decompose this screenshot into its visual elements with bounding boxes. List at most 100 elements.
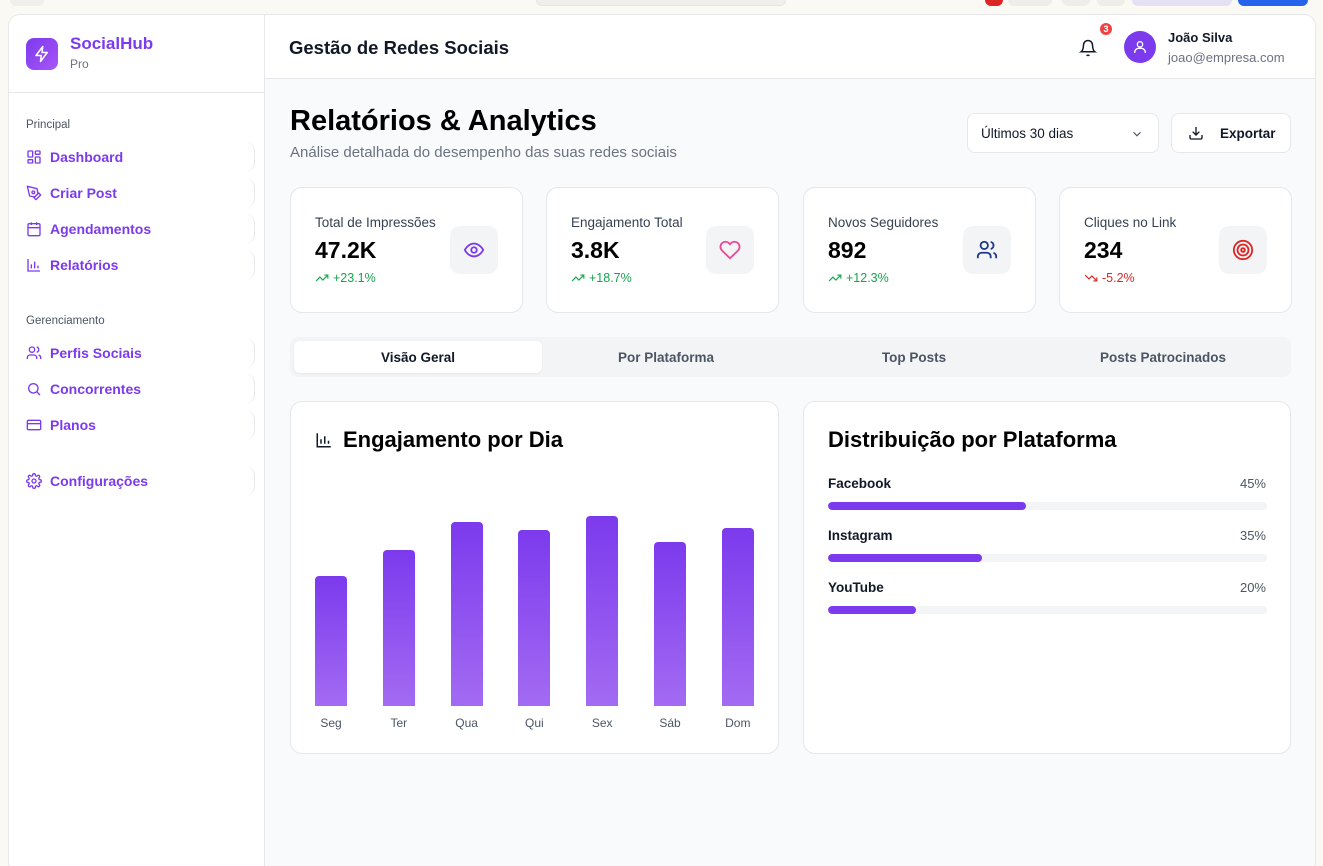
tab-top-posts[interactable]: Top Posts <box>881 349 947 365</box>
report-tabs: Visão Geral Por Plataforma Top Posts Pos… <box>290 337 1291 377</box>
stat-label: Engajamento Total <box>571 215 683 230</box>
engagement-chart-card: Engajamento por Dia Seg Ter Qua Qui Sex Sáb Do… <box>290 401 779 754</box>
bar-chart-icon <box>27 259 40 272</box>
bar-chart-icon <box>316 433 331 448</box>
sidebar-item-relatorios[interactable]: Relatórios <box>9 250 255 280</box>
pen-icon <box>26 185 42 201</box>
platform-name: YouTube <box>828 580 884 595</box>
engagement-chart-title: Engajamento por Dia <box>315 427 563 453</box>
platform-progress-fill <box>828 502 1026 510</box>
platform-distribution-title: Distribuição por Plataforma <box>828 427 1117 452</box>
user-email: joao@empresa.com <box>1168 50 1285 65</box>
sidebar-item-label: Configurações <box>50 473 149 489</box>
sidebar-item-concorrentes[interactable]: Concorrentes <box>9 374 255 404</box>
platform-progress-track <box>828 502 1267 510</box>
page-title: Relatórios & Analytics <box>290 105 597 137</box>
nav-section-principal: Principal <box>26 119 71 131</box>
sidebar-item-criar-post[interactable]: Criar Post <box>9 178 255 208</box>
platform-progress-fill <box>828 606 916 614</box>
tab-posts-patrocinados[interactable]: Posts Patrocinados <box>1099 349 1227 365</box>
sidebar-item-label: Relatórios <box>50 257 119 273</box>
user-name: João Silva <box>1168 30 1233 45</box>
brand-plan: Pro <box>70 57 89 71</box>
sidebar-item-agendamentos[interactable]: Agendamentos <box>9 214 255 244</box>
stat-label: Novos Seguidores <box>828 215 939 230</box>
period-select[interactable]: Últimos 30 dias <box>967 113 1159 153</box>
stat-card-seguidores: Novos Seguidores 892 +12.3% <box>803 187 1036 313</box>
avatar[interactable] <box>1124 31 1156 63</box>
trending-up-icon <box>315 274 329 282</box>
stat-delta: -5.2% <box>1084 271 1135 285</box>
bar-label: Sáb <box>659 716 681 730</box>
bar-label: Seg <box>320 716 342 730</box>
sidebar-item-configuracoes[interactable]: Configurações <box>9 466 255 496</box>
notification-badge: 3 <box>1100 23 1112 35</box>
stat-card-impressoes: Total de Impressões 47.2K +23.1% <box>290 187 523 313</box>
tab-por-plataforma[interactable]: Por Plataforma <box>617 349 715 365</box>
stat-card-engajamento: Engajamento Total 3.8K +18.7% <box>546 187 779 313</box>
bar-label: Qui <box>525 716 544 730</box>
user-icon <box>1134 41 1146 53</box>
stat-value: 3.8K <box>571 237 620 263</box>
target-icon <box>1219 226 1267 274</box>
bar-sáb <box>654 542 686 706</box>
trending-up-icon <box>571 274 585 282</box>
page-subtitle: Análise detalhada do desempenho das suas… <box>290 144 677 161</box>
dashboard-icon <box>27 150 41 164</box>
stat-label: Total de Impressões <box>315 215 436 230</box>
platform-progress-track <box>828 554 1267 562</box>
platform-percent: 20% <box>1239 580 1266 595</box>
app-window: SocialHub Pro Principal Dashboard Criar … <box>8 14 1316 866</box>
heart-icon <box>706 226 754 274</box>
top-header: Gestão de Redes Sociais 3 João Silva joa… <box>265 15 1315 79</box>
calendar-icon <box>27 222 41 237</box>
sidebar-item-label: Planos <box>50 417 96 433</box>
platform-percent: 45% <box>1239 476 1266 491</box>
tab-visao-geral[interactable]: Visão Geral <box>294 341 542 373</box>
period-select-value: Últimos 30 dias <box>981 125 1074 141</box>
platform-progress-track <box>828 606 1267 614</box>
sidebar-item-label: Concorrentes <box>50 381 142 397</box>
users-icon <box>963 226 1011 274</box>
bar-qui <box>518 530 551 706</box>
gear-icon <box>26 473 42 489</box>
stat-value: 47.2K <box>315 237 377 263</box>
bar-label: Qua <box>455 716 478 730</box>
chevron-down-icon <box>1133 131 1141 137</box>
trending-up-icon <box>828 274 842 282</box>
sidebar-item-label: Perfis Sociais <box>50 345 142 361</box>
bar-dom <box>721 528 754 706</box>
main-content: Relatórios & Analytics Análise detalhada… <box>265 79 1315 866</box>
bar-ter <box>382 550 415 706</box>
zap-icon <box>26 37 58 70</box>
eye-icon <box>450 226 498 274</box>
trending-down-icon <box>1084 274 1098 282</box>
brand-name: SocialHub <box>70 34 154 53</box>
bar-qua <box>450 522 483 706</box>
users-icon <box>26 346 42 359</box>
export-button[interactable]: Exportar <box>1171 113 1291 153</box>
bell-icon[interactable] <box>1079 39 1097 57</box>
sidebar-item-label: Agendamentos <box>50 221 152 237</box>
search-icon <box>28 383 41 396</box>
sidebar-item-planos[interactable]: Planos <box>9 410 255 440</box>
stat-delta: +23.1% <box>315 271 376 285</box>
sidebar-item-label: Dashboard <box>50 149 124 165</box>
platform-name: Instagram <box>828 528 893 543</box>
nav-section-gerenciamento: Gerenciamento <box>26 315 105 327</box>
stat-value: 892 <box>828 237 867 263</box>
platform-distribution-card: Distribuição por Plataforma Facebook 45% I… <box>803 401 1291 754</box>
sidebar-item-perfis-sociais[interactable]: Perfis Sociais <box>9 338 255 368</box>
stat-card-cliques: Cliques no Link 234 -5.2% <box>1059 187 1292 313</box>
bar-sex <box>586 516 619 706</box>
stat-delta: +12.3% <box>828 271 889 285</box>
bar-seg <box>315 576 347 706</box>
sidebar-item-label: Criar Post <box>50 185 117 201</box>
platform-percent: 35% <box>1239 528 1266 543</box>
brand[interactable]: SocialHub Pro <box>9 15 264 93</box>
sidebar: SocialHub Pro Principal Dashboard Criar … <box>9 15 265 866</box>
sidebar-item-dashboard[interactable]: Dashboard <box>9 142 255 172</box>
stat-delta: +18.7% <box>571 271 632 285</box>
bar-label: Ter <box>390 716 408 730</box>
stat-label: Cliques no Link <box>1084 215 1177 230</box>
